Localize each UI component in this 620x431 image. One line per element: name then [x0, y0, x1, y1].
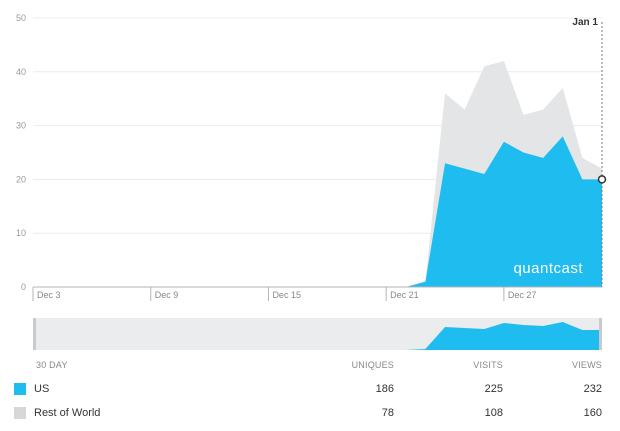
- us-views: 232: [583, 383, 602, 395]
- stats-header-row: 30 DAY UNIQUES VISITS VIEWS: [0, 356, 620, 376]
- x-tick-label-dec-15: Dec 15: [272, 290, 301, 300]
- legend-swatch-us: [14, 383, 26, 395]
- navigator-us-area: [33, 322, 602, 350]
- date-marker-point: [597, 175, 607, 184]
- col-header-uniques: UNIQUES: [351, 360, 394, 370]
- y-tick-label-20: 20: [16, 174, 26, 184]
- navigator-left-handle[interactable]: [33, 318, 36, 350]
- y-tick-label-0: 0: [21, 282, 26, 292]
- col-header-visits: VISITS: [473, 360, 503, 370]
- date-marker-label: Jan 1: [572, 17, 598, 28]
- x-tick-label-dec-3: Dec 3: [37, 290, 61, 300]
- us-uniques: 186: [375, 383, 394, 395]
- stats-row-us[interactable]: US 186 225 232: [0, 382, 620, 406]
- row-label-us: US: [34, 383, 50, 395]
- area-us: [33, 136, 602, 287]
- y-tick-label-10: 10: [16, 228, 26, 238]
- row-views-rest-of-world: 160: [583, 407, 602, 419]
- area-rest-of-world: [33, 61, 602, 287]
- y-axis-ticks: 0 10 20 30 40 50: [16, 13, 26, 292]
- date-marker: Jan 1: [572, 17, 607, 287]
- row-label-rest-of-world: Rest of World: [34, 407, 101, 419]
- x-tick-label-dec-21: Dec 21: [390, 290, 419, 300]
- x-tick-label-dec-9: Dec 9: [155, 290, 179, 300]
- period-label: 30 DAY: [36, 360, 68, 370]
- row-uniques-rest-of-world: 78: [381, 407, 394, 419]
- row-visits-rest-of-world: 108: [484, 407, 503, 419]
- stats-table: 30 DAY UNIQUES VISITS VIEWS US 186 225 2…: [0, 356, 620, 430]
- us-visits: 225: [484, 383, 503, 395]
- x-axis: Dec 3 Dec 9 Dec 15 Dec 21 Dec 27: [32, 286, 602, 301]
- y-tick-label-40: 40: [16, 67, 26, 77]
- stats-row-rest-of-world[interactable]: Rest of World 78 108 160: [0, 406, 620, 430]
- col-header-views: VIEWS: [571, 360, 602, 370]
- navigator-right-handle[interactable]: [599, 318, 602, 350]
- legend-swatch-rest-of-world: [14, 407, 26, 419]
- quantcast-watermark: quantcast: [513, 260, 583, 277]
- x-tick-label-dec-27: Dec 27: [508, 290, 537, 300]
- y-tick-label-30: 30: [16, 121, 26, 131]
- y-tick-label-50: 50: [16, 13, 26, 23]
- area-series: [33, 61, 602, 287]
- range-navigator[interactable]: [33, 318, 602, 350]
